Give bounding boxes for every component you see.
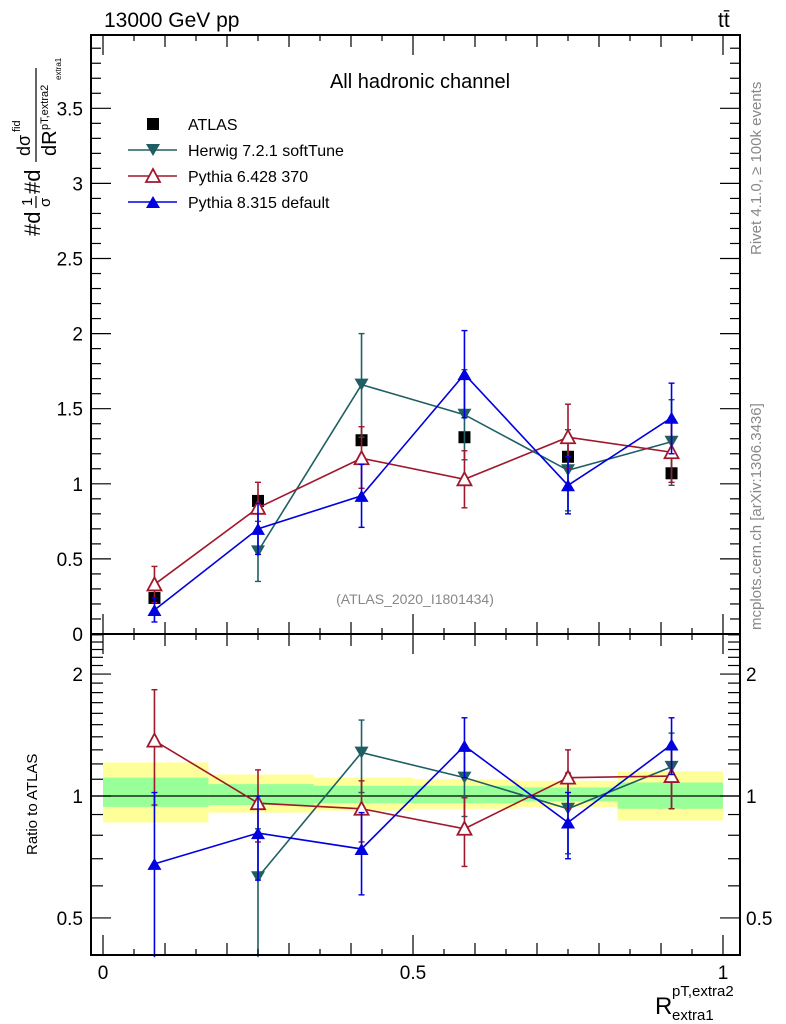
data-point xyxy=(559,768,577,785)
ratio-y-tick-label-right: 2 xyxy=(746,665,757,686)
y-tick-label: 1.5 xyxy=(57,400,83,421)
side-text-bottom: mcplots.cern.ch [arXiv:1306.3436] xyxy=(748,403,765,630)
data-point xyxy=(664,738,679,751)
y-tick-label: 3 xyxy=(72,174,83,195)
y-tick-label: 1 xyxy=(72,475,83,496)
series-pythia-8-315-default xyxy=(147,329,679,623)
data-point xyxy=(664,411,679,424)
main-title: All hadronic channel xyxy=(330,71,510,93)
y-tick-label: 2.5 xyxy=(57,250,83,271)
legend-entry: Pythia 6.428 370 xyxy=(128,167,308,186)
series-line xyxy=(154,743,673,865)
data-point xyxy=(145,731,163,748)
data-point xyxy=(457,368,472,381)
svg-text:pT,extra2: pT,extra2 xyxy=(39,85,51,130)
x-axis-label: R pT,extra2 extra1 xyxy=(655,983,734,1024)
legend-entry: Herwig 7.2.1 softTune xyxy=(128,143,344,160)
data-point xyxy=(561,816,575,829)
header-left-title: 13000 GeV pp xyxy=(104,9,239,32)
y-tick-label: 3.5 xyxy=(57,99,83,120)
svg-text:extra1: extra1 xyxy=(54,57,63,80)
data-point xyxy=(251,522,265,535)
legend-label: Pythia 6.428 370 xyxy=(188,169,308,186)
ratio-frame xyxy=(90,633,741,956)
y-tick-label: 2 xyxy=(72,325,83,346)
ratio-y-tick-label: 1 xyxy=(72,787,83,808)
svg-text:dσ: dσ xyxy=(14,135,34,156)
data-point xyxy=(354,378,369,391)
svg-text:σ: σ xyxy=(37,197,54,207)
data-point xyxy=(457,739,472,752)
x-tick-label: 0 xyxy=(98,963,109,984)
svg-text:#d: #d xyxy=(20,170,45,194)
svg-text:fid: fid xyxy=(11,120,23,132)
data-point xyxy=(145,575,163,592)
series-line xyxy=(153,436,672,586)
data-point xyxy=(251,827,265,840)
x-tick-label: 1 xyxy=(718,963,729,984)
legend-entry: ATLAS xyxy=(147,117,238,134)
svg-text:1: 1 xyxy=(19,198,36,206)
legend-label: Herwig 7.2.1 softTune xyxy=(188,143,344,160)
svg-text:dR: dR xyxy=(39,130,61,156)
uncertainty-band-green xyxy=(313,785,413,804)
legend-label: Pythia 8.315 default xyxy=(188,195,330,212)
data-point xyxy=(354,489,369,502)
legend-marker xyxy=(146,196,160,208)
data-point xyxy=(353,449,371,466)
legend-entry: Pythia 8.315 default xyxy=(128,195,330,212)
data-point xyxy=(354,746,369,759)
ratio-y-tick-label: 0.5 xyxy=(57,909,83,930)
svg-text:extra1: extra1 xyxy=(672,1007,714,1024)
legend-label: ATLAS xyxy=(188,117,238,134)
series-pythia-8-315-default xyxy=(147,717,679,958)
svg-text:R: R xyxy=(655,993,672,1020)
data-point xyxy=(455,819,473,836)
watermark: (ATLAS_2020_I1801434) xyxy=(336,591,494,607)
ratio-ylabel: Ratio to ATLAS xyxy=(24,754,41,855)
data-point xyxy=(147,603,162,616)
data-point xyxy=(663,767,681,783)
data-point xyxy=(561,479,575,492)
svg-text:#d: #d xyxy=(20,212,45,236)
main-ylabel: #d 1 σ #d dσ fid dR pT,extra2 extra1 xyxy=(11,57,63,236)
x-tick-label: 0.5 xyxy=(400,963,426,984)
legend-marker xyxy=(144,167,162,183)
header-right-title: tt̄ xyxy=(718,9,730,32)
series-line xyxy=(153,372,672,611)
data-point xyxy=(559,428,577,445)
side-text-top: Rivet 4.1.0, ≥ 100k events xyxy=(748,82,765,255)
y-tick-label: 0 xyxy=(72,625,83,646)
svg-text:pT,extra2: pT,extra2 xyxy=(672,983,734,1000)
ratio-y-tick-label: 2 xyxy=(72,665,83,686)
legend-marker xyxy=(147,118,159,130)
ratio-y-tick-label-right: 0.5 xyxy=(746,909,772,930)
uncertainty-band-green xyxy=(413,785,519,804)
ratio-y-tick-label-right: 1 xyxy=(746,787,757,808)
data-point xyxy=(354,842,369,855)
series-atlas xyxy=(148,431,678,604)
legend-marker xyxy=(146,144,160,156)
data-point xyxy=(455,470,473,487)
data-point xyxy=(147,857,162,870)
series-line xyxy=(154,739,672,830)
y-tick-label: 0.5 xyxy=(57,550,83,571)
